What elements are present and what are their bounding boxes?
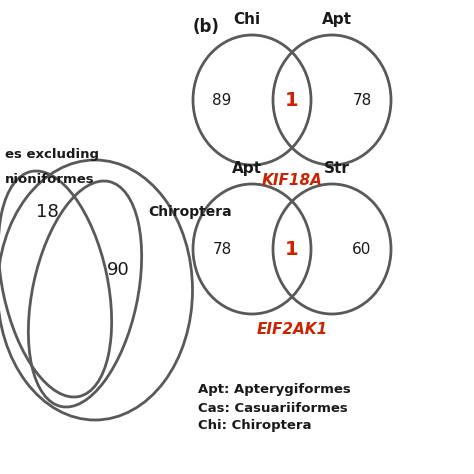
Text: Chiroptera: Chiroptera [148,205,232,219]
Text: Apt: Apterygiformes: Apt: Apterygiformes [198,383,351,396]
Text: KIF18A: KIF18A [262,173,322,188]
Text: 18: 18 [36,203,58,221]
Text: 89: 89 [212,92,232,108]
Text: 90: 90 [107,261,129,279]
Text: 78: 78 [212,241,232,256]
Text: 1: 1 [285,91,299,109]
Text: 60: 60 [352,241,372,256]
Text: 78: 78 [352,92,372,108]
Text: (b): (b) [193,18,220,36]
Text: EIF2AK1: EIF2AK1 [256,322,328,337]
Text: 1: 1 [285,239,299,258]
Text: Chi: Chi [233,12,261,27]
Text: Apt: Apt [322,12,352,27]
Text: Cas: Casuariiformes: Cas: Casuariiformes [198,401,348,414]
Text: es excluding: es excluding [5,147,99,161]
Text: nioniformes: nioniformes [5,173,95,185]
Text: Apt: Apt [232,161,262,176]
Text: Str: Str [324,161,350,176]
Text: Chi: Chiroptera: Chi: Chiroptera [198,419,311,432]
